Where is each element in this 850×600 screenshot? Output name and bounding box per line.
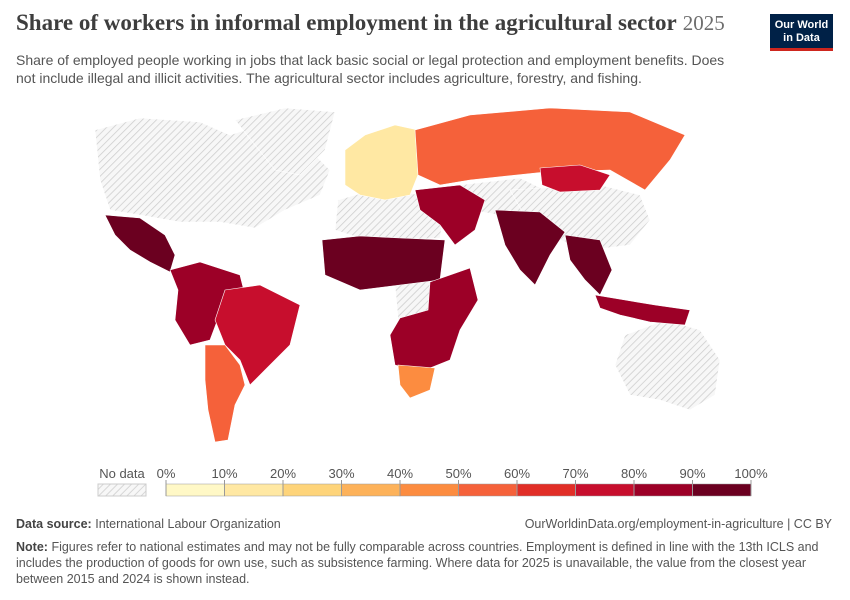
legend: 0% 10% 20% 30% 40% 50% 60% 70% 80% 90% 100% xyxy=(157,466,768,497)
legend-label: 70% xyxy=(562,466,588,481)
legend-label: 60% xyxy=(504,466,530,481)
source-text: International Labour Organization xyxy=(95,517,281,531)
logo-line: Our World xyxy=(774,19,829,31)
region[interactable] xyxy=(494,209,566,286)
no-data-swatch xyxy=(97,483,147,497)
note-label: Note: xyxy=(16,540,48,554)
legend-swatch xyxy=(516,483,576,497)
region[interactable] xyxy=(104,214,176,273)
region[interactable] xyxy=(397,364,436,399)
logo[interactable]: Our World in Data xyxy=(770,14,833,51)
legend-label: 30% xyxy=(328,466,354,481)
legend-label: 0% xyxy=(157,466,176,481)
source: Data source: International Labour Organi… xyxy=(16,517,281,531)
legend-label: 50% xyxy=(445,466,471,481)
region[interactable] xyxy=(321,235,446,291)
legend-swatch xyxy=(399,483,459,497)
region[interactable] xyxy=(594,294,691,326)
legend-swatch xyxy=(692,483,752,497)
region[interactable] xyxy=(539,164,611,193)
title: Share of workers in informal employment … xyxy=(16,10,725,36)
region[interactable] xyxy=(214,284,301,386)
legend-label: 90% xyxy=(679,466,705,481)
region[interactable] xyxy=(414,184,486,246)
no-data-region xyxy=(614,319,721,411)
no-data-label: No data xyxy=(99,466,145,481)
legend-label: 80% xyxy=(621,466,647,481)
region[interactable] xyxy=(344,124,421,201)
region[interactable] xyxy=(564,234,613,296)
legend-swatch xyxy=(282,483,342,497)
region[interactable] xyxy=(204,344,246,443)
legend-label: 20% xyxy=(270,466,296,481)
url[interactable]: OurWorldinData.org/employment-in-agricul… xyxy=(524,517,832,531)
note-text: Figures refer to national estimates and … xyxy=(16,540,819,586)
legend-swatch xyxy=(341,483,401,497)
legend-swatch xyxy=(165,483,225,497)
regions xyxy=(104,107,691,443)
legend-swatch xyxy=(458,483,518,497)
logo-line: in Data xyxy=(783,32,820,44)
year: 2025 xyxy=(682,11,725,35)
source-label: Data source: xyxy=(16,517,92,531)
legend-label: 100% xyxy=(734,466,768,481)
legend-swatch xyxy=(633,483,693,497)
region[interactable] xyxy=(414,107,686,191)
title-text: Share of workers in informal employment … xyxy=(16,10,677,35)
note: Note: Figures refer to national estimate… xyxy=(16,539,836,587)
legend-swatch xyxy=(224,483,284,497)
legend-label: 10% xyxy=(211,466,237,481)
legend-label: 40% xyxy=(387,466,413,481)
legend-swatch xyxy=(575,483,635,497)
subtitle: Share of employed people working in jobs… xyxy=(16,52,725,86)
no-data-region xyxy=(234,107,336,176)
